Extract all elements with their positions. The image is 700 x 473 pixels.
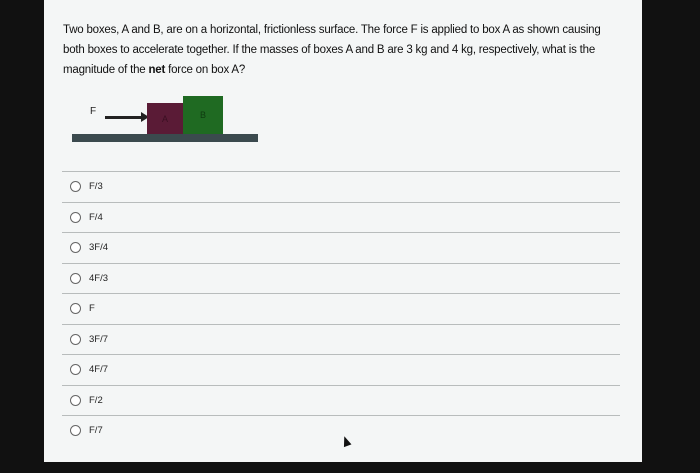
radio-button[interactable] bbox=[70, 211, 81, 223]
option-label: F bbox=[89, 303, 95, 315]
option-f-4[interactable]: F/4 bbox=[62, 201, 620, 233]
radio-button[interactable] bbox=[70, 303, 81, 315]
radio-button[interactable] bbox=[70, 242, 81, 254]
option-3f-4[interactable]: 3F/4 bbox=[62, 232, 620, 263]
option-label: 3F/7 bbox=[89, 333, 109, 345]
option-3f-7[interactable]: 3F/7 bbox=[62, 323, 620, 355]
box-a: A bbox=[147, 103, 183, 134]
option-label: F/2 bbox=[89, 394, 103, 406]
option-f[interactable]: F bbox=[62, 293, 620, 324]
option-f-3[interactable]: F/3 bbox=[62, 171, 620, 202]
option-label: 4F/3 bbox=[89, 272, 109, 284]
radio-button[interactable] bbox=[70, 272, 81, 284]
option-f-2[interactable]: F/2 bbox=[62, 384, 620, 416]
option-label: F/7 bbox=[89, 425, 103, 437]
answer-options: F/3 F/4 3F/4 4F/3 F 3F/7 4F/7 F/2 F/7 bbox=[62, 171, 620, 446]
option-label: F/3 bbox=[89, 181, 103, 193]
radio-button[interactable] bbox=[70, 364, 81, 376]
option-f-7[interactable]: F/7 bbox=[62, 415, 620, 446]
question-text: Two boxes, A and B, are on a horizontal,… bbox=[63, 20, 623, 80]
question-text-part: Two boxes, A and B, are on a horizontal,… bbox=[63, 24, 601, 76]
force-arrowhead-icon bbox=[141, 112, 149, 122]
force-label: F bbox=[90, 106, 97, 117]
option-4f-7[interactable]: 4F/7 bbox=[62, 354, 620, 385]
box-b: B bbox=[183, 96, 223, 134]
option-label: 3F/4 bbox=[89, 242, 109, 254]
option-4f-3[interactable]: 4F/3 bbox=[62, 262, 620, 294]
option-label: 4F/7 bbox=[89, 364, 109, 376]
quiz-page: Two boxes, A and B, are on a horizontal,… bbox=[44, 0, 642, 462]
question-text-part: force on box A? bbox=[165, 64, 246, 76]
radio-button[interactable] bbox=[70, 181, 81, 193]
radio-button[interactable] bbox=[70, 333, 81, 345]
ground-surface bbox=[72, 134, 258, 142]
question-emphasis: net bbox=[148, 64, 166, 76]
force-arrow-icon bbox=[105, 116, 143, 119]
radio-button[interactable] bbox=[70, 425, 81, 437]
option-label: F/4 bbox=[89, 211, 103, 223]
radio-button[interactable] bbox=[70, 394, 81, 406]
